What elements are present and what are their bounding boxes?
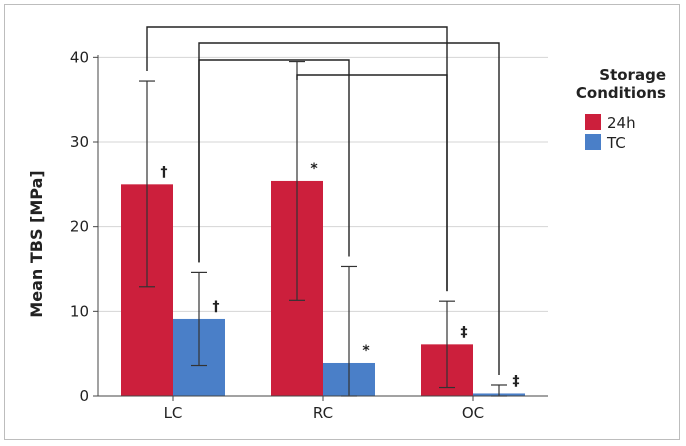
legend-title-line-2: Conditions: [576, 84, 666, 102]
significance-marks: † * ‡ † * ‡: [161, 161, 520, 390]
x-tick-label-oc: OC: [462, 404, 484, 422]
y-tick-label-0: 0: [79, 387, 89, 405]
x-tick-label-lc: LC: [164, 404, 183, 422]
significance-brackets: [146, 26, 500, 375]
bracket-lc-tc-rc-tc: [198, 59, 350, 263]
annotation-rc-tc: *: [362, 343, 370, 359]
legend-title-line-1: Storage: [599, 66, 666, 84]
y-tick-label-10: 10: [70, 302, 89, 320]
y-tick-label-20: 20: [70, 218, 89, 236]
legend-swatch-24h: [585, 114, 601, 130]
legend-swatch-tc: [585, 134, 601, 150]
annotation-rc-24h: *: [310, 161, 318, 177]
y-axis-title: Mean TBS [MPa]: [27, 170, 46, 317]
y-tick-label-40: 40: [70, 48, 89, 66]
annotation-lc-24h: †: [161, 164, 168, 180]
annotation-oc-tc: ‡: [513, 373, 520, 389]
annotation-oc-24h: ‡: [461, 324, 468, 340]
tick-labels: 0 10 20 30 40 LC RC OC: [70, 48, 484, 422]
bars: [121, 180, 525, 396]
legend-label-tc: TC: [606, 134, 626, 152]
x-tick-label-rc: RC: [313, 404, 333, 422]
annotation-lc-tc: †: [213, 299, 220, 315]
bracket-rc-24h-oc-24h: [296, 74, 448, 292]
y-tick-label-30: 30: [70, 133, 89, 151]
legend-label-24h: 24h: [607, 114, 636, 132]
